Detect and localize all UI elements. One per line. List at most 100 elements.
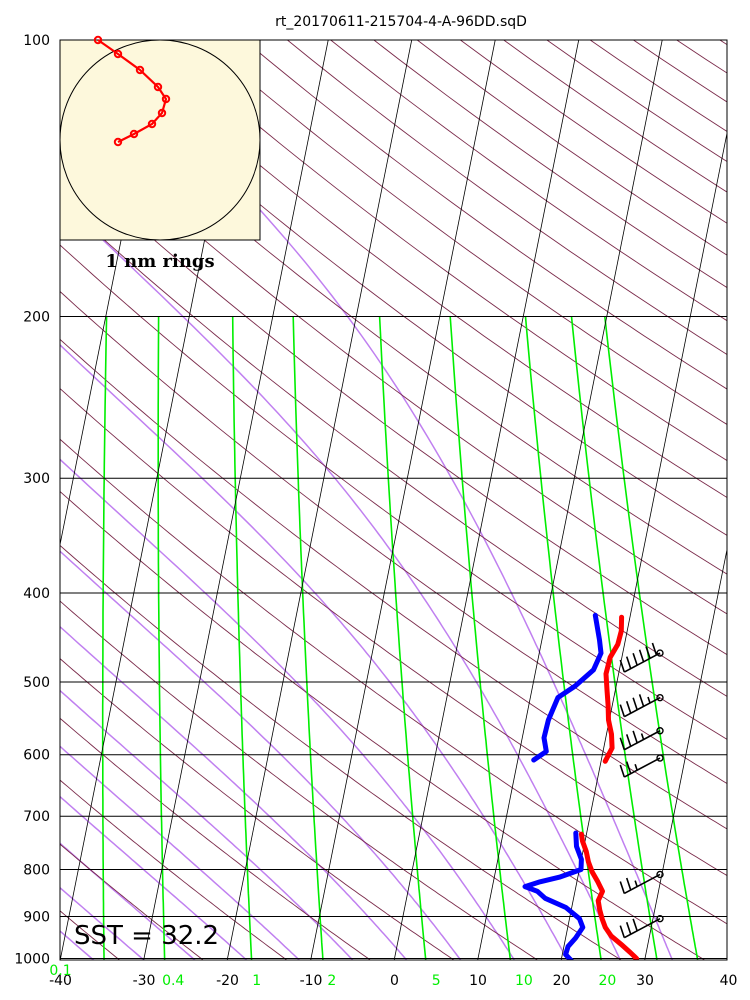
dewpoint-trace — [531, 612, 604, 763]
mixing-ratio-line — [157, 316, 166, 960]
hodograph-point — [135, 65, 145, 75]
isobars — [60, 40, 727, 960]
isotherm-line — [393, 40, 580, 960]
temperature-trace — [602, 614, 625, 764]
temperature-tick-label: -30 — [133, 973, 156, 989]
sst-annotation: SST = 32.2 — [74, 921, 219, 951]
pressure-tick-label: 600 — [23, 748, 50, 764]
wind-barb — [619, 693, 664, 718]
wind-barb-staff — [623, 757, 661, 778]
temperature-tick-label: -10 — [300, 973, 323, 989]
wind-barb-feather — [625, 877, 632, 891]
moist-adiabat-line — [60, 842, 196, 960]
wind-barb-feather — [632, 697, 638, 711]
wind-barb — [619, 914, 664, 939]
dry-adiabat-line — [114, 40, 727, 499]
dry-adiabat-line — [157, 40, 727, 462]
hodograph-point — [93, 35, 103, 45]
isotherm-line — [477, 40, 663, 960]
wind-barb-feather — [619, 704, 626, 717]
wind-barb-station — [656, 754, 664, 762]
wind-barb-station — [656, 727, 664, 735]
wind-barb-feather — [625, 922, 632, 935]
pressure-tick-label: 700 — [23, 809, 50, 825]
wind-barb-feather — [625, 734, 632, 747]
wind-barb-staff — [623, 696, 661, 718]
hodograph-point — [153, 82, 163, 92]
wind-barb-half-feather — [634, 880, 638, 887]
pressure-tick-label: 1000 — [14, 952, 50, 968]
temperature-trace — [578, 831, 640, 960]
temperature-tick-label: 30 — [636, 973, 654, 989]
dry-adiabat-line — [60, 111, 727, 615]
hodograph-background — [59, 39, 261, 241]
wind-barb-feather — [651, 642, 658, 656]
temperature-tick-label: 20 — [553, 973, 571, 989]
temperature-tick-label: -40 — [49, 973, 72, 989]
wind-barb-feather — [645, 646, 651, 659]
pressure-tick-label: 900 — [23, 909, 50, 925]
wind-barb-feather — [632, 730, 638, 744]
wind-barb-feather — [619, 764, 626, 778]
pressure-tick-label: 200 — [23, 309, 50, 325]
pressure-tick-label: 400 — [23, 586, 50, 602]
mixing-ratio-line — [292, 316, 324, 960]
isotherm-line — [644, 547, 727, 960]
wind-barb-station — [656, 914, 664, 923]
wind-barb-staff — [623, 652, 661, 673]
mixing-ratio-line — [524, 316, 602, 960]
wind-barb-feather — [638, 649, 645, 663]
isotherm-line — [143, 40, 329, 960]
mixing-ratio-label: 0.1 — [49, 963, 71, 979]
mixing-ratio-label: 5 — [432, 973, 441, 989]
wind-barb-station — [656, 649, 664, 657]
wind-barb-feather — [619, 925, 626, 938]
pressure-tick-label: 500 — [23, 675, 50, 691]
mixing-ratio-line — [47, 317, 57, 997]
wind-barb-feather — [619, 659, 626, 673]
hodograph-point — [129, 129, 139, 139]
wind-barb-station — [656, 693, 664, 702]
wind-barb-feather — [625, 761, 632, 774]
temperature-tick-label: 10 — [469, 973, 487, 989]
hodograph-point — [161, 94, 171, 104]
temperature-axis-labels: -40 -30 -20 -10 0 10 20 30 40 — [49, 973, 737, 989]
mixing-ratio-line — [231, 316, 253, 960]
mixing-ratio-line — [570, 316, 658, 960]
mixing-ratio-labels: 0.1 0.4 1 2 5 10 20 — [49, 963, 616, 989]
moist-adiabat-line — [60, 795, 248, 960]
wind-barb — [619, 727, 664, 751]
wind-barb-feather — [619, 881, 626, 894]
mixing-ratio-label: 10 — [515, 973, 533, 989]
isotherm-line — [560, 131, 727, 960]
wind-barb-station — [656, 870, 664, 879]
wind-barb-half-feather — [634, 763, 638, 771]
hodograph-line — [97, 39, 168, 143]
moist-adiabat-line — [60, 886, 145, 960]
sounding-traces — [522, 612, 640, 960]
wind-barb-feather — [638, 694, 645, 707]
temperature-tick-label: 0 — [390, 973, 399, 989]
dry-adiabat-line — [60, 910, 121, 960]
hodograph-trace — [93, 35, 171, 147]
mixing-ratio-label: 0.4 — [162, 973, 184, 989]
hodograph-point — [113, 137, 123, 147]
pressure-axis-labels: 100 200 300 400 500 600 700 800 900 1000 — [14, 33, 50, 968]
temperature-tick-label: -20 — [216, 973, 239, 989]
mixing-ratio-label: 2 — [327, 973, 336, 989]
wind-barb-feather — [632, 652, 638, 666]
dry-adiabat-line — [60, 154, 727, 656]
dry-adiabat-line — [60, 69, 727, 575]
wind-barb — [619, 642, 664, 673]
hodograph-ring — [59, 39, 261, 241]
chart-title: rt_20170611-215704-4-A-96DD.sqD — [275, 14, 527, 30]
wind-barb-feather — [625, 700, 632, 714]
isotherm-line — [310, 40, 496, 960]
hodograph-point — [157, 108, 167, 118]
hodograph-point — [113, 49, 123, 59]
plot-border — [59, 39, 728, 961]
dry-adiabat-line — [60, 198, 727, 697]
dewpoint-trace — [522, 830, 586, 960]
temperature-tick-label: 40 — [720, 973, 738, 989]
